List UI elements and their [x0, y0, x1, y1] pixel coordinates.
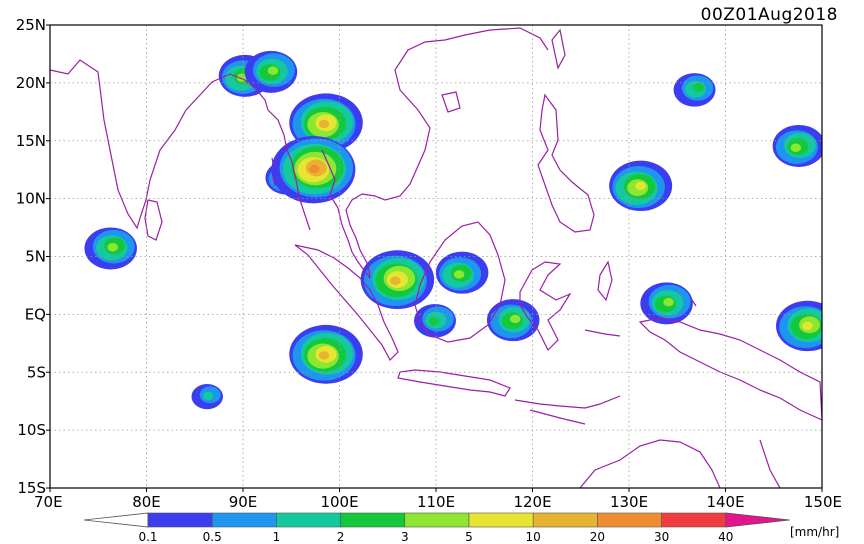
lon-tick-label: 100E: [320, 493, 358, 511]
coastline-java: [397, 369, 511, 397]
precip-cell: [271, 136, 356, 204]
colorbar-low-triangle: [83, 512, 149, 528]
precip-blotch: [267, 66, 279, 75]
coastline-lesser-sunda: [514, 395, 621, 425]
colorbar-high-triangle: [725, 512, 790, 528]
precip-blotch: [318, 351, 330, 360]
colorbar-threshold-label: 0.1: [138, 530, 157, 544]
colorbar-threshold-label: 0.5: [203, 530, 222, 544]
lat-tick-label: 15N: [16, 132, 46, 150]
precip-blotch: [509, 314, 521, 324]
lon-tick-label: 90E: [229, 493, 258, 511]
coastline-taiwan: [551, 28, 566, 70]
coastline-india: [50, 59, 269, 230]
precipitation-layer: [84, 50, 822, 410]
precip-cell: [609, 160, 673, 212]
precip-blotch: [802, 321, 813, 331]
lat-tick-label: 10N: [16, 190, 46, 208]
coastline-australia: [579, 439, 781, 488]
lat-tick-label: 10S: [17, 421, 46, 439]
precip-blotch: [107, 243, 118, 252]
coastline-philippines: [537, 93, 595, 233]
precip-cell: [244, 50, 298, 93]
colorbar-segment: [147, 512, 213, 528]
lon-tick-label: 140E: [706, 493, 744, 511]
coastline-andaman: [271, 157, 276, 187]
precip-blotch: [309, 164, 320, 174]
coastline-new-guinea: [638, 317, 822, 421]
colorbar-threshold-label: 5: [465, 530, 473, 544]
timestamp-title: 00Z01Aug2018: [701, 5, 838, 25]
colorbar-threshold-label: 3: [401, 530, 409, 544]
gridlines: [50, 25, 822, 488]
lat-tick-label: 5N: [25, 248, 46, 266]
colorbar-threshold-label: 2: [337, 530, 345, 544]
lon-tick-label: 110E: [417, 493, 455, 511]
precip-cell: [772, 124, 822, 167]
precip-blotch: [318, 119, 330, 129]
precip-cell: [289, 324, 363, 384]
precip-cell: [435, 251, 489, 294]
lat-tick-label: 25N: [16, 16, 46, 34]
lon-tick-label: 130E: [610, 493, 648, 511]
colorbar-segment: [532, 512, 598, 528]
colorbar-threshold-label: 10: [526, 530, 541, 544]
precip-blotch: [428, 317, 440, 326]
lon-tick-label: 150E: [804, 493, 842, 511]
lon-tick-label: 80E: [132, 493, 161, 511]
lon-tick-label: 120E: [513, 493, 551, 511]
colorbar-segment: [340, 512, 406, 528]
precip-blotch: [453, 270, 465, 279]
coastline-borneo: [414, 221, 506, 343]
colorbar-segment: [211, 512, 277, 528]
precip-cell: [640, 282, 693, 325]
colorbar-segment: [404, 512, 470, 528]
colorbar-threshold-label: 40: [718, 530, 733, 544]
colorbar-segment: [661, 512, 727, 528]
precip-blotch: [390, 276, 401, 286]
precip-blotch: [635, 181, 646, 191]
coastlines: [50, 27, 822, 488]
coastline-palau: [691, 299, 697, 307]
precip-cell: [776, 300, 822, 352]
precip-blotch: [202, 391, 214, 401]
lat-tick-label: 5S: [27, 363, 46, 381]
lon-tick-label: 70E: [34, 493, 63, 511]
coastline-sri-lanka: [144, 199, 163, 241]
coastline-myanmar: [267, 109, 311, 231]
colorbar-threshold-label: 20: [590, 530, 605, 544]
coastline-sulawesi: [519, 261, 572, 352]
precip-cell: [486, 299, 540, 342]
precip-cell: [673, 73, 716, 107]
colorbar-segment: [468, 512, 534, 528]
colorbar-segment: [276, 512, 341, 528]
colorbar: 0.1 0.5 1 2 3 5 10 20 30 40: [83, 512, 790, 544]
colorbar-threshold-label: 30: [654, 530, 669, 544]
precip-cell: [84, 227, 137, 270]
precip-blotch: [790, 143, 802, 152]
coastline-hainan: [441, 91, 461, 113]
precip-blotch: [663, 298, 674, 307]
precip-cell: [360, 250, 435, 310]
coastline-maluku: [584, 260, 621, 337]
lat-tick-label: 15S: [17, 479, 46, 497]
lat-tick-label: 20N: [16, 74, 46, 92]
colorbar-segment: [597, 512, 662, 528]
lat-tick-label: EQ: [25, 305, 46, 323]
coastline-sumatra: [294, 244, 399, 361]
colorbar-unit-label: [mm/hr]: [790, 525, 839, 539]
precip-cell: [414, 303, 456, 338]
precip-blotch: [693, 83, 704, 92]
coastline-malay-peninsula: [321, 27, 549, 279]
colorbar-threshold-label: 1: [273, 530, 281, 544]
precip-cell: [191, 384, 223, 410]
